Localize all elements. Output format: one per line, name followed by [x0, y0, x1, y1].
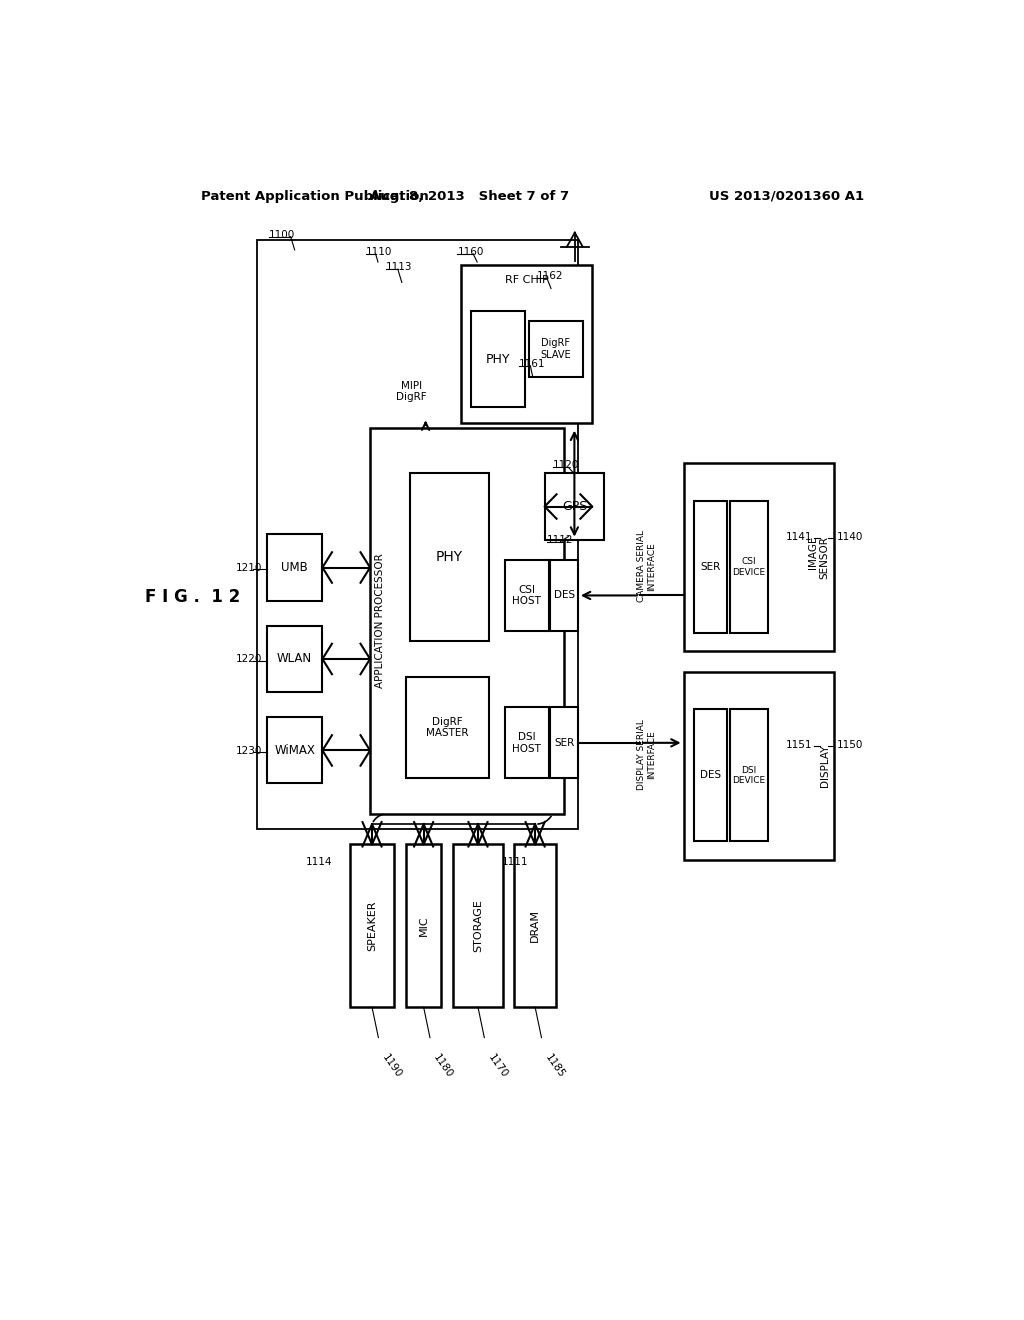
Text: GPS: GPS: [562, 500, 587, 513]
Text: SPEAKER: SPEAKER: [367, 900, 377, 950]
Text: SER: SER: [700, 562, 721, 572]
Text: 1185: 1185: [543, 1053, 566, 1080]
Text: US 2013/0201360 A1: US 2013/0201360 A1: [710, 190, 864, 202]
Bar: [406, 677, 489, 779]
Text: CSI
DEVICE: CSI DEVICE: [732, 557, 765, 577]
Text: MIC: MIC: [419, 916, 429, 936]
Bar: [684, 672, 835, 859]
Bar: [505, 708, 549, 779]
Text: PHY: PHY: [436, 550, 463, 565]
Text: Patent Application Publication: Patent Application Publication: [201, 190, 429, 202]
Bar: [454, 845, 503, 1007]
Text: DRAM: DRAM: [530, 909, 540, 942]
Bar: [257, 240, 578, 829]
Text: 1230: 1230: [236, 746, 262, 756]
Text: CSI
HOST: CSI HOST: [512, 585, 542, 606]
Text: RF CHIP: RF CHIP: [505, 276, 549, 285]
Bar: [471, 312, 524, 408]
Text: DigRF
SLAVE: DigRF SLAVE: [541, 338, 571, 360]
Bar: [545, 474, 604, 540]
Bar: [729, 500, 768, 634]
Text: F I G .  1 2: F I G . 1 2: [145, 589, 241, 606]
Text: 1161: 1161: [519, 359, 546, 368]
Text: 1141: 1141: [785, 532, 812, 541]
Text: 1210: 1210: [236, 564, 262, 573]
Text: 1113: 1113: [386, 263, 413, 272]
Bar: [694, 709, 727, 841]
Text: APPLICATION PROCESSOR: APPLICATION PROCESSOR: [375, 553, 385, 688]
Text: CAMERA SERIAL
INTERFACE: CAMERA SERIAL INTERFACE: [637, 531, 656, 602]
Text: 1110: 1110: [367, 247, 392, 257]
Text: 1170: 1170: [486, 1053, 509, 1080]
Bar: [684, 463, 835, 651]
Bar: [267, 718, 323, 784]
Text: DSI
DEVICE: DSI DEVICE: [732, 766, 765, 785]
Text: 1162: 1162: [537, 272, 563, 281]
Bar: [406, 845, 441, 1007]
Text: 1151: 1151: [785, 741, 812, 750]
Text: Aug. 8, 2013   Sheet 7 of 7: Aug. 8, 2013 Sheet 7 of 7: [370, 190, 568, 202]
Text: WiMAX: WiMAX: [274, 744, 315, 756]
Bar: [729, 709, 768, 841]
Bar: [370, 428, 564, 814]
Bar: [550, 560, 578, 631]
Bar: [550, 708, 578, 779]
Bar: [267, 626, 323, 692]
Text: WLAN: WLAN: [278, 652, 312, 665]
Bar: [505, 560, 549, 631]
Bar: [528, 321, 583, 378]
Bar: [461, 265, 592, 422]
Text: 1120: 1120: [553, 461, 579, 470]
Text: DISPLAY: DISPLAY: [819, 744, 829, 787]
Text: 1190: 1190: [380, 1053, 403, 1080]
Text: 1150: 1150: [837, 741, 863, 750]
Text: 1111: 1111: [502, 857, 528, 867]
Bar: [694, 500, 727, 634]
Text: UMB: UMB: [282, 561, 308, 574]
Text: DES: DES: [700, 771, 721, 780]
Text: 1160: 1160: [458, 247, 483, 257]
Text: 1180: 1180: [431, 1053, 455, 1080]
Text: DSI
HOST: DSI HOST: [512, 733, 542, 754]
Text: IMAGE
SENSOR: IMAGE SENSOR: [808, 536, 829, 578]
Text: PHY: PHY: [485, 352, 510, 366]
Bar: [410, 474, 489, 642]
Text: 1114: 1114: [306, 857, 333, 867]
Text: DES: DES: [554, 590, 574, 601]
Bar: [350, 845, 394, 1007]
Text: DISPLAY SERIAL
INTERFACE: DISPLAY SERIAL INTERFACE: [637, 719, 656, 789]
Bar: [514, 845, 556, 1007]
Text: STORAGE: STORAGE: [473, 899, 483, 952]
Text: DigRF
MASTER: DigRF MASTER: [426, 717, 469, 738]
Text: 1140: 1140: [837, 532, 863, 541]
Text: MIPI
DigRF: MIPI DigRF: [396, 380, 427, 403]
Text: 1112: 1112: [547, 535, 573, 545]
Text: 1220: 1220: [236, 655, 262, 664]
Bar: [267, 535, 323, 601]
Text: 1100: 1100: [269, 230, 296, 240]
Text: SER: SER: [554, 738, 574, 748]
